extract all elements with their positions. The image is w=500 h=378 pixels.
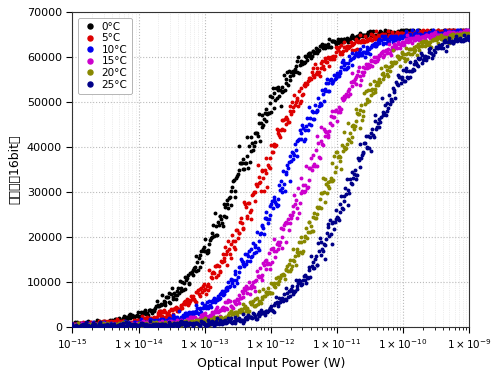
0°C (306, 51, 312, 56)
10°C (261, 231, 267, 236)
Legend: 0°C, 5°C, 10°C, 15°C, 20°C, 25°C: 0°C, 5°C, 10°C, 15°C, 20°C, 25°C (78, 17, 132, 94)
5°C (285, 119, 291, 124)
25°C (261, 310, 267, 314)
20°C (261, 294, 267, 298)
Line: 15°C: 15°C (71, 29, 470, 328)
10°C (466, 31, 472, 36)
25°C (70, 322, 75, 327)
0°C (396, 29, 402, 34)
15°C (396, 41, 402, 46)
20°C (466, 33, 472, 37)
X-axis label: Optical Input Power (W): Optical Input Power (W) (196, 357, 345, 370)
15°C (285, 217, 291, 222)
Line: 10°C: 10°C (71, 29, 470, 328)
10°C (306, 121, 312, 126)
10°C (74, 325, 80, 329)
20°C (462, 30, 468, 35)
Line: 20°C: 20°C (71, 31, 470, 328)
25°C (71, 325, 77, 329)
20°C (258, 297, 264, 301)
15°C (463, 28, 469, 32)
0°C (258, 125, 264, 130)
5°C (261, 189, 267, 194)
Y-axis label: 読込値（16bit）: 読込値（16bit） (8, 135, 22, 204)
25°C (306, 265, 312, 270)
25°C (258, 311, 264, 315)
Line: 0°C: 0°C (71, 29, 470, 328)
Line: 5°C: 5°C (71, 29, 470, 328)
0°C (466, 31, 472, 36)
10°C (70, 322, 75, 327)
20°C (72, 325, 78, 329)
25°C (285, 295, 291, 299)
20°C (396, 54, 402, 59)
10°C (458, 31, 464, 35)
20°C (70, 324, 75, 328)
25°C (396, 82, 402, 87)
15°C (306, 166, 312, 170)
15°C (261, 263, 267, 268)
5°C (442, 28, 448, 32)
20°C (306, 220, 312, 224)
0°C (70, 321, 75, 326)
10°C (396, 36, 402, 40)
0°C (80, 325, 86, 329)
0°C (285, 83, 291, 87)
20°C (285, 268, 291, 273)
10°C (409, 28, 415, 32)
10°C (285, 166, 291, 170)
25°C (458, 36, 464, 41)
Line: 25°C: 25°C (71, 34, 470, 328)
15°C (71, 325, 77, 329)
10°C (258, 223, 264, 228)
15°C (258, 273, 264, 277)
25°C (460, 33, 466, 37)
15°C (466, 30, 472, 35)
5°C (306, 75, 312, 80)
0°C (458, 28, 464, 33)
0°C (404, 28, 409, 32)
5°C (458, 30, 464, 34)
5°C (70, 323, 75, 327)
15°C (458, 30, 464, 35)
15°C (70, 323, 75, 328)
5°C (258, 169, 264, 173)
5°C (72, 325, 78, 329)
5°C (466, 29, 472, 33)
5°C (396, 31, 402, 36)
20°C (458, 32, 464, 36)
25°C (466, 38, 472, 42)
0°C (261, 116, 267, 121)
